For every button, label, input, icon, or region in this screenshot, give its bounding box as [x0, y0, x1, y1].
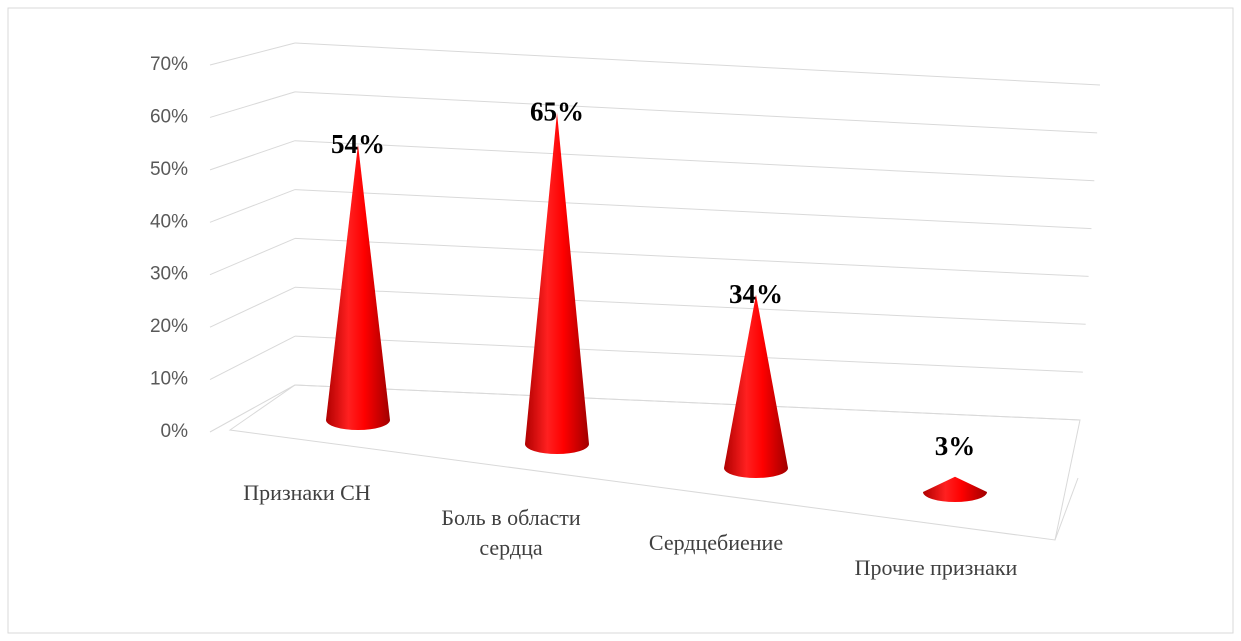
cone — [724, 294, 788, 478]
y-tick-label: 0% — [161, 421, 189, 442]
grid-line — [209, 335, 296, 381]
grid-line — [209, 140, 296, 171]
cone — [923, 476, 987, 502]
grid-line — [209, 42, 296, 66]
grid-line — [209, 91, 296, 118]
grid-line — [294, 189, 1092, 230]
grid-line — [294, 384, 1081, 421]
x-tick-label: Боль в области сердца — [441, 505, 581, 560]
value-label: 65% — [530, 97, 584, 127]
y-tick-label: 60% — [150, 106, 188, 127]
grid-line — [209, 237, 296, 276]
y-tick-label: 40% — [150, 211, 188, 232]
cone — [326, 144, 390, 430]
value-label: 34% — [729, 279, 783, 309]
value-label: 54% — [331, 129, 385, 159]
y-tick-label: 30% — [150, 264, 188, 285]
grid-line — [209, 189, 296, 223]
y-tick-label: 70% — [150, 54, 188, 75]
x-tick-label: Прочие признаки — [854, 555, 1018, 580]
x-tick-label: Признаки СН — [243, 480, 371, 505]
y-tick-label: 10% — [150, 369, 188, 390]
cone — [525, 112, 589, 454]
frame — [7, 7, 1234, 634]
value-label: 3% — [935, 431, 976, 461]
grid-line — [209, 286, 296, 328]
x-tick-label: Сердцебиение — [648, 530, 784, 555]
grid-line — [294, 91, 1098, 134]
grid-line — [294, 286, 1086, 325]
y-tick-label: 20% — [150, 316, 188, 337]
grid-line — [294, 42, 1101, 86]
grid-line — [294, 237, 1089, 277]
grid-line — [294, 140, 1095, 182]
grid-line — [294, 335, 1083, 373]
grid-line — [209, 384, 296, 433]
floor-edge — [1054, 477, 1079, 541]
y-tick-label: 50% — [150, 159, 188, 180]
